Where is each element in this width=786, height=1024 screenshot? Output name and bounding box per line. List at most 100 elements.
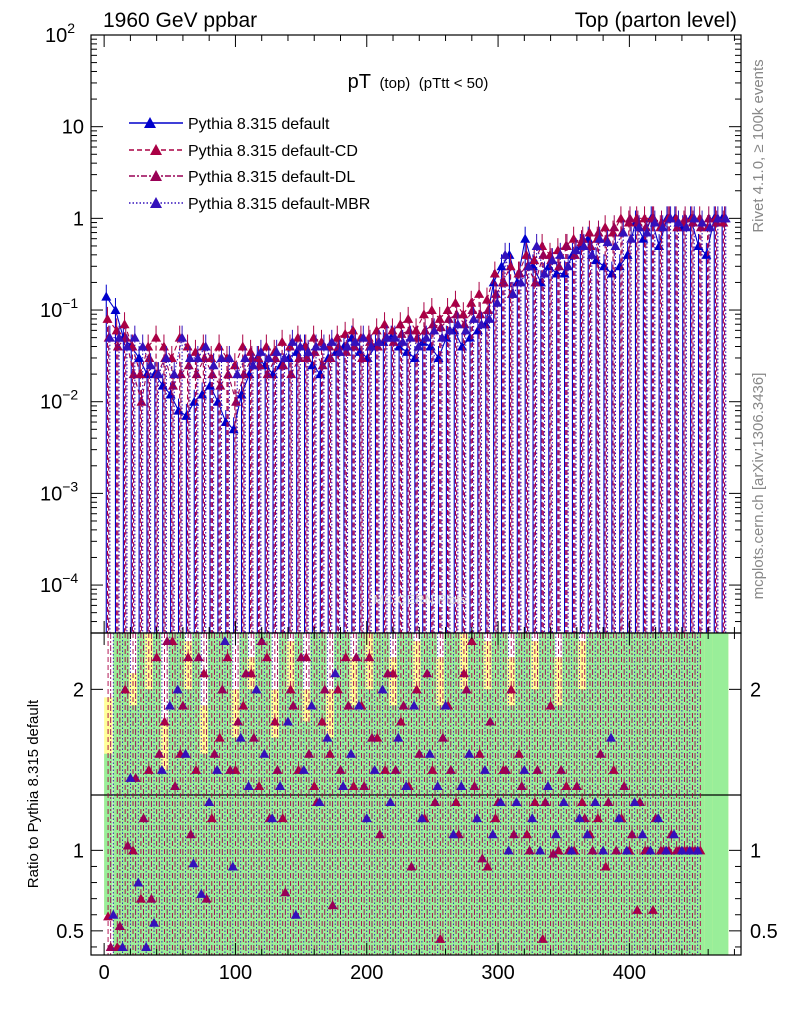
ratio-point — [629, 797, 640, 807]
ratio-ylabel: Ratio to Pythia 8.315 default — [25, 699, 42, 888]
ratio-point — [401, 780, 412, 790]
main-plot-panel: MC CERN Plots 102 10 1 10−1 10−2 10−3 10−4 pT … — [40, 20, 742, 634]
data-point — [543, 261, 554, 271]
data-point — [649, 217, 660, 227]
ratio-point — [684, 845, 695, 855]
uncertainty-band-inner — [578, 689, 587, 955]
y-tick-label: 1 — [73, 208, 84, 230]
ratio-point — [487, 829, 498, 839]
data-point — [712, 213, 723, 223]
data-point — [277, 336, 288, 346]
data-point — [426, 305, 437, 315]
data-point — [292, 332, 303, 342]
data-point — [520, 233, 531, 243]
ratio-point — [172, 684, 183, 694]
ratio-point — [196, 888, 207, 898]
data-point — [157, 380, 168, 390]
data-point — [529, 255, 540, 265]
data-point — [638, 233, 649, 243]
ratio-point — [280, 887, 291, 897]
data-point — [680, 213, 691, 223]
data-point — [523, 261, 534, 271]
ratio-point — [233, 716, 244, 726]
ratio-point — [456, 780, 467, 790]
ratio-series-2 — [108, 633, 703, 955]
x-tick-label: 100 — [219, 962, 252, 984]
legend-entry-mbr: Pythia 8.315 default-MBR — [129, 196, 370, 213]
ratio-y-tick-label: 1 — [73, 840, 84, 862]
ratio-plot-frame — [90, 632, 742, 956]
header-right: Top (parton level) — [575, 9, 737, 32]
data-point — [119, 319, 130, 329]
ratio-point — [503, 845, 514, 855]
uncertainty-band-inner — [389, 705, 398, 955]
legend-label-default: Pythia 8.315 default — [188, 116, 330, 133]
data-point — [114, 332, 125, 342]
uncertainty-band-inner — [199, 753, 209, 955]
ratio-point — [598, 845, 609, 855]
data-point — [610, 240, 621, 250]
ratio-point — [346, 748, 356, 758]
ratio-y-tick-label: 2 — [73, 679, 84, 701]
data-point — [531, 240, 542, 250]
data-point — [342, 341, 353, 351]
data-point — [236, 389, 247, 399]
ratio-point — [243, 780, 254, 790]
data-point — [358, 332, 369, 342]
ratio-point — [519, 764, 530, 774]
ratio-point — [330, 668, 341, 678]
data-point — [348, 325, 359, 335]
data-point — [200, 341, 211, 351]
data-point — [704, 222, 715, 232]
data-point — [467, 305, 478, 315]
data-point — [309, 346, 320, 356]
x-tick-label: 400 — [613, 962, 646, 984]
ratio-point — [548, 848, 559, 858]
y-tick-label: 10−1 — [40, 295, 78, 322]
ratio-point — [566, 845, 577, 855]
uncertainty-band-inner — [365, 689, 374, 955]
data-point — [231, 396, 242, 406]
legend-entry-default: Pythia 8.315 default — [129, 116, 330, 133]
ratio-point — [204, 797, 215, 807]
data-point — [466, 297, 477, 307]
data-point — [317, 360, 328, 370]
data-point — [578, 240, 589, 250]
data-point — [657, 222, 668, 232]
data-point — [563, 261, 574, 271]
data-point — [158, 341, 169, 351]
data-point — [207, 369, 218, 379]
legend-label-mbr: Pythia 8.315 default-MBR — [188, 196, 370, 213]
ratio-point — [322, 732, 333, 742]
data-point — [451, 309, 462, 319]
x-tick-label: 0 — [99, 962, 110, 984]
data-point — [404, 325, 415, 335]
data-point — [689, 213, 700, 223]
ratio-y-tick-label-right: 1 — [750, 840, 761, 862]
uncertainty-band-inner — [247, 689, 256, 955]
uncertainty-band-inner — [483, 689, 493, 955]
ratio-point — [285, 684, 296, 694]
data-point — [468, 313, 479, 323]
data-point — [128, 369, 139, 379]
data-point — [624, 213, 635, 223]
ratio-point — [606, 732, 616, 742]
y-tick-label: 10 — [62, 117, 84, 139]
ratio-point — [225, 764, 236, 774]
data-point — [246, 352, 257, 362]
data-point — [232, 369, 243, 379]
ratio-point — [527, 813, 538, 823]
ratio-point — [317, 716, 328, 726]
data-point — [465, 332, 476, 342]
ratio-series-line-0 — [107, 633, 701, 955]
data-point — [279, 352, 290, 362]
data-point — [341, 346, 352, 356]
data-point — [555, 249, 566, 259]
ratio-point — [574, 813, 585, 823]
data-point — [349, 341, 360, 351]
uncertainty-band-inner — [270, 737, 280, 955]
ratio-point — [477, 853, 488, 863]
ratio-point — [445, 764, 456, 774]
uncertainty-band-inner — [326, 737, 335, 955]
data-point — [303, 346, 314, 356]
